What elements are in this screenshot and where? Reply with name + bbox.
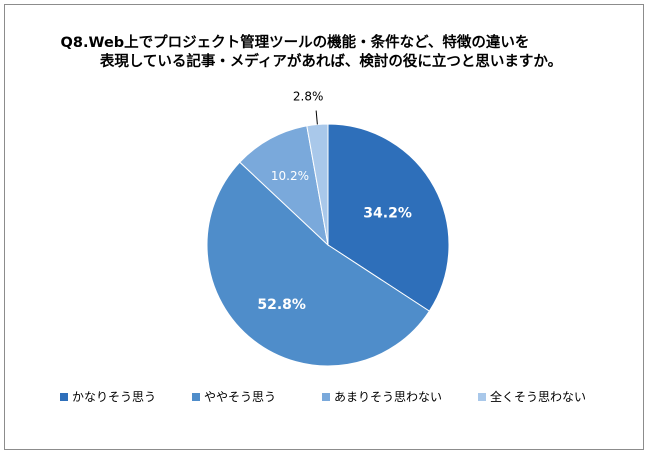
legend-label-3: あまりそう思わない (334, 390, 443, 404)
leader-line-4 (315, 110, 318, 125)
legend-label-2: ややそう思う (204, 390, 277, 404)
chart-title-line-1: Q8.Web上でプロジェクト管理ツールの機能・条件など、特徴の違いを (60, 35, 530, 51)
legend-swatch-4 (478, 392, 486, 401)
pie-slice-3 (239, 125, 329, 247)
legend-swatch-2 (192, 392, 200, 401)
legend-item-1: かなりそう思う (60, 388, 156, 405)
chart-title: Q8.Web上でプロジェクト管理ツールの機能・条件など、特徴の違いを 表現してい… (0, 34, 650, 72)
legend-swatch-3 (322, 392, 330, 401)
legend-swatch-1 (60, 392, 68, 401)
pie-slice-2 (206, 161, 431, 367)
legend-label-1: かなりそう思う (72, 390, 157, 404)
legend-label-4: 全くそう思わない (490, 390, 587, 404)
data-label-4: 2.8% (293, 90, 324, 104)
data-label-2: 52.8% (257, 297, 306, 313)
chart-legend: かなりそう思う ややそう思う あまりそう思わない 全くそう思わない (0, 388, 650, 408)
data-label-1: 34.2% (363, 206, 412, 222)
legend-item-4: 全くそう思わない (478, 388, 586, 405)
legend-item-3: あまりそう思わない (322, 388, 442, 405)
legend-item-2: ややそう思う (192, 388, 276, 405)
chart-title-line-2: 表現している記事・メディアがあれば、検討の役に立つと思いますか。 (99, 54, 563, 70)
data-label-3: 10.2% (271, 169, 309, 183)
